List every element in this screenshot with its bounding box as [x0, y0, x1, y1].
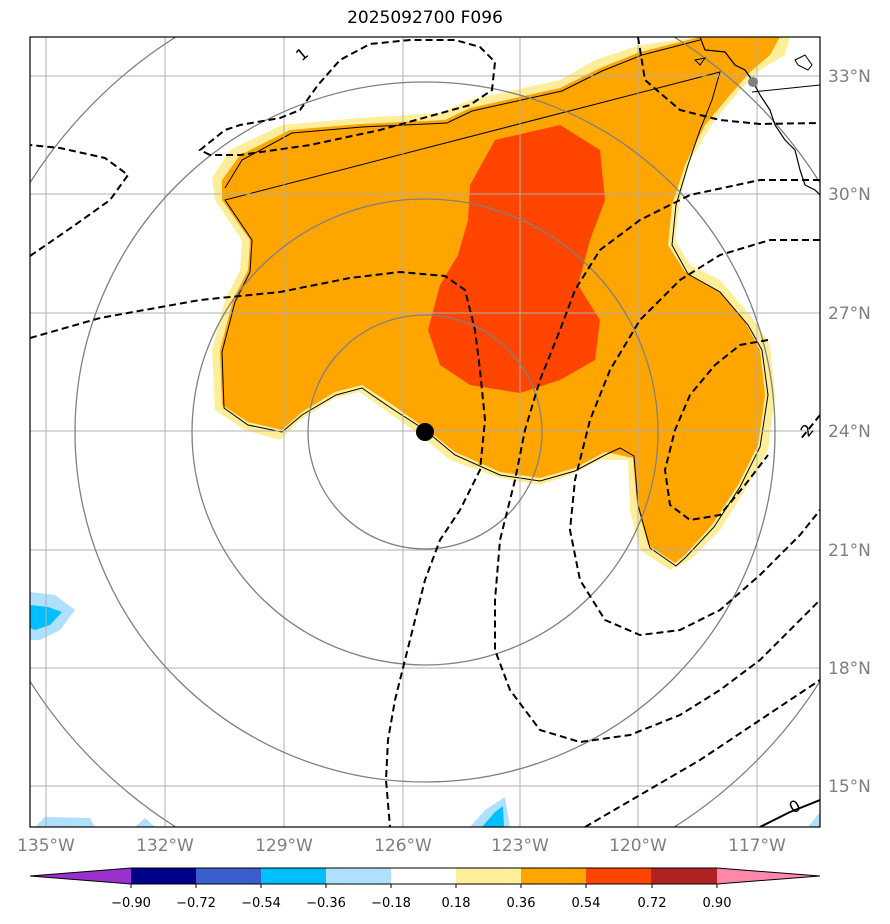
colorbar-bin-5: [391, 868, 457, 884]
map-frame: [29, 36, 821, 828]
longitude-labels: 135°W 132°W 129°W 126°W 123°W 120°W 117°…: [17, 836, 786, 856]
colorbar-ticks: [130, 884, 718, 888]
lon-label-132w: 132°W: [136, 836, 194, 856]
range-rings: [30, 37, 820, 827]
lat-label-18n: 18°N: [828, 659, 871, 679]
colorbar-label-1: −0.72: [176, 896, 216, 911]
colorbar-bin-4: [326, 868, 392, 884]
lon-label-126w: 126°W: [374, 836, 432, 856]
colorbar-bin-9: [651, 868, 718, 884]
colorbar-label-3: −0.36: [306, 896, 346, 911]
latitude-labels: 33°N 30°N 27°N 24°N 21°N 18°N 15°N: [828, 67, 871, 797]
map-plot-area: 1 2 0: [30, 37, 820, 827]
lon-label-129w: 129°W: [255, 836, 313, 856]
colorbar-label-4: −0.18: [371, 896, 411, 911]
negative-anomaly-light-blue-se: [808, 812, 820, 827]
lat-label-30n: 30°N: [828, 185, 871, 205]
lon-label-123w: 123°W: [491, 836, 549, 856]
border-line: [751, 84, 820, 93]
dashed-contours: [30, 37, 820, 827]
lon-label-117w: 117°W: [728, 836, 786, 856]
colorbar-label-7: 0.54: [572, 896, 601, 911]
lat-label-21n: 21°N: [828, 541, 871, 561]
colorbar-bin-6: [456, 868, 522, 884]
island-outline-2: [693, 57, 707, 66]
lon-label-120w: 120°W: [609, 836, 667, 856]
city-marker: [748, 77, 758, 87]
solid-contour: [759, 799, 820, 827]
colorbar-label-5: 0.18: [442, 896, 471, 911]
lat-label-24n: 24°N: [828, 422, 871, 442]
contour-label-2: 2: [796, 420, 817, 440]
colorbar-label-6: 0.36: [507, 896, 536, 911]
colorbar-label-0: −0.90: [111, 896, 151, 911]
colorbar-label-2: −0.54: [241, 896, 281, 911]
colorbar-bin-2: [196, 868, 262, 884]
colorbar-bin-7: [521, 868, 587, 884]
colorbar-extend-min: [30, 868, 132, 884]
negative-anomaly-light-blue-sw: [35, 817, 95, 827]
colorbar-bin-8: [586, 868, 652, 884]
anomaly-outline: [221, 39, 769, 567]
colorbar-extend-max: [717, 868, 820, 884]
negative-anomaly-blue-south: [482, 806, 504, 827]
lat-label-15n: 15°N: [828, 777, 871, 797]
storm-center-marker: [416, 423, 434, 441]
colorbar: −0.90 −0.72 −0.54 −0.36 −0.18 0.18 0.36 …: [29, 867, 821, 911]
lon-label-135w: 135°W: [17, 836, 75, 856]
map-title: 2025092700 F096: [347, 8, 503, 28]
negative-anomaly-light-blue-sw2: [135, 818, 155, 827]
graticule: [30, 37, 820, 827]
island-outline: [794, 54, 813, 71]
colorbar-bin-1: [131, 868, 197, 884]
colorbar-label-8: 0.72: [638, 896, 667, 911]
colorbar-label-9: 0.90: [703, 896, 732, 911]
lat-label-27n: 27°N: [828, 304, 871, 324]
colorbar-bin-3: [261, 868, 327, 884]
contour-label-1: 1: [292, 44, 312, 65]
lat-label-33n: 33°N: [828, 67, 871, 87]
